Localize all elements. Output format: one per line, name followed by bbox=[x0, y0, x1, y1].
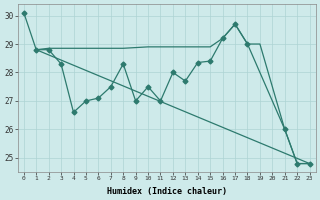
X-axis label: Humidex (Indice chaleur): Humidex (Indice chaleur) bbox=[107, 187, 227, 196]
